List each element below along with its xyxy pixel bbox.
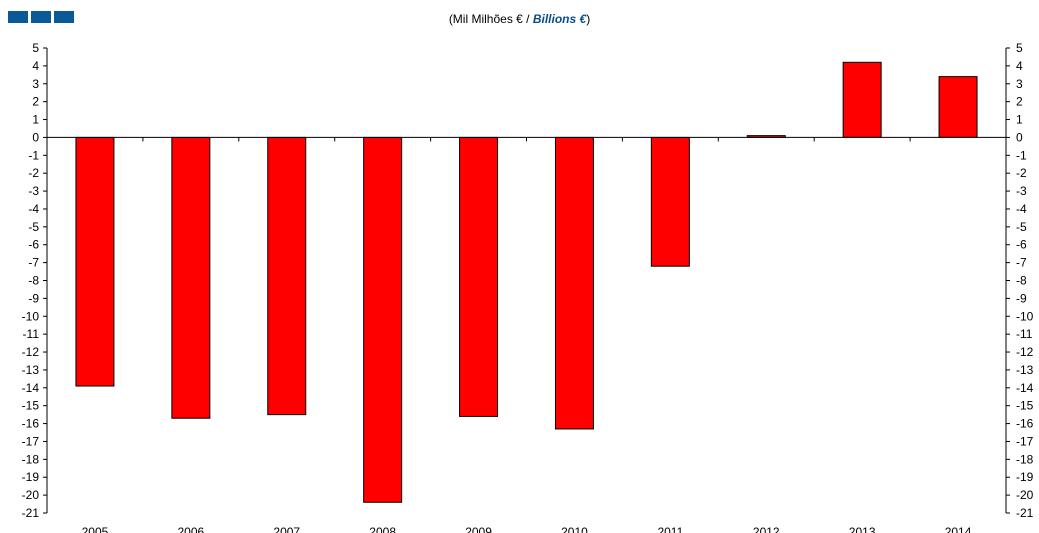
bar [171,136,211,419]
bar [938,76,978,138]
y-tick-label-left: 2 [32,95,39,109]
y-tick-label-right: -20 [1016,488,1034,502]
chart-title-emphasis: Billions € [532,12,587,26]
y-tick-label-right: -17 [1016,434,1034,448]
y-tick-label-right: -16 [1016,417,1034,431]
y-tick-label-right: -1 [1016,148,1027,162]
bar [267,136,307,416]
logo [8,11,74,23]
y-tick-label-left: -16 [22,417,40,431]
y-tick-label-left: -19 [22,470,40,484]
y-tick-label-right: 1 [1016,113,1023,127]
x-tick-label: 2014 [945,525,972,533]
y-tick-label-right: -15 [1016,399,1034,413]
y-tick-label-right: -21 [1016,506,1034,520]
y-tick-label-left: -8 [28,274,39,288]
y-tick-label-left: -14 [22,381,40,395]
y-tick-label-left: -2 [28,166,39,180]
bar [650,136,690,267]
y-tick-label-right: -19 [1016,470,1034,484]
y-tick-label-right: -13 [1016,363,1034,377]
logo-block [31,11,51,23]
x-tick-label: 2008 [369,525,396,533]
y-tick-label-left: -11 [23,327,40,341]
y-tick-label-left: -18 [22,452,40,466]
x-tick-label: 2005 [82,525,109,533]
x-tick-label: 2012 [753,525,780,533]
x-tick-label: 2009 [465,525,492,533]
y-tick-label-right: 5 [1016,41,1023,55]
y-tick-label-right: -3 [1016,184,1027,198]
x-tick-label: 2010 [561,525,588,533]
y-tick-label-right: -8 [1016,274,1027,288]
logo-block [54,11,74,23]
chart-title-suffix: ) [586,12,591,26]
x-tick-label: 2011 [657,525,683,533]
bar [459,136,499,417]
x-tick-label: 2013 [849,525,876,533]
bar [554,136,594,430]
y-tick-label-left: -5 [28,220,39,234]
y-tick-label-left: -4 [28,202,39,216]
y-tick-label-left: -21 [22,506,40,520]
y-tick-label-right: -9 [1016,291,1027,305]
y-tick-label-right: -4 [1016,202,1027,216]
x-tick-label: 2006 [177,525,204,533]
bar [363,136,403,503]
y-tick-label-left: -20 [22,488,40,502]
logo-block [8,11,28,23]
y-tick-label-left: -3 [28,184,39,198]
y-tick-label-right: -5 [1016,220,1027,234]
y-tick-label-left: 4 [32,59,39,73]
y-tick-label-left: -13 [22,363,40,377]
y-tick-label-left: 0 [32,130,39,144]
y-tick-label-right: -14 [1016,381,1034,395]
y-tick-label-left: -6 [28,238,39,252]
y-tick-label-right: -6 [1016,238,1027,252]
y-tick-label-right: 4 [1016,59,1023,73]
y-tick-label-right: 0 [1016,130,1023,144]
chart-title-prefix: (Mil Milhões € / [448,12,533,26]
y-tick-label-right: 2 [1016,95,1023,109]
y-tick-label-left: -1 [28,148,39,162]
y-tick-label-right: 3 [1016,77,1023,91]
bar [842,61,882,138]
y-tick-label-right: -7 [1016,256,1027,270]
bar [75,136,115,387]
y-tick-label-left: -15 [22,399,40,413]
y-tick-label-right: -11 [1016,327,1033,341]
y-tick-label-right: -18 [1016,452,1034,466]
y-tick-label-left: -17 [22,434,40,448]
y-tick-label-left: -7 [28,256,39,270]
y-tick-label-left: -10 [22,309,40,323]
y-tick-label-left: -12 [22,345,40,359]
y-tick-label-right: -10 [1016,309,1034,323]
y-tick-label-left: 5 [32,41,39,55]
y-tick-label-right: -2 [1016,166,1027,180]
y-tick-label-left: 1 [32,113,39,127]
y-tick-label-left: 3 [32,77,39,91]
chart-title: (Mil Milhões € / Billions €) [0,12,1039,26]
x-tick-label: 2007 [273,525,300,533]
y-tick-label-right: -12 [1016,345,1034,359]
y-tick-label-left: -9 [28,291,39,305]
